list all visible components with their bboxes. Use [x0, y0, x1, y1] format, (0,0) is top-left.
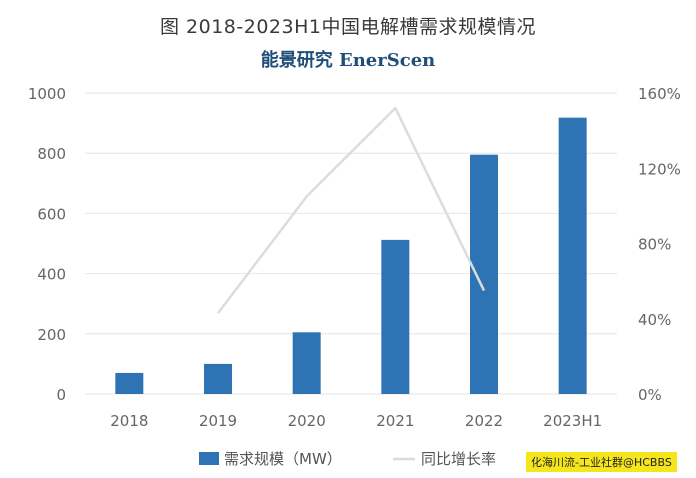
left-axis-ticks: 0 200 400 600 800 1000: [28, 85, 66, 404]
y-right-tick-label: 0%: [638, 386, 662, 404]
legend-bar-swatch: [199, 452, 219, 465]
brand-logo-text: 能景研究 EnerScen: [260, 50, 436, 71]
chart-title: 图 2018-2023H1中国电解槽需求规模情况: [160, 16, 536, 38]
y-right-tick-label: 160%: [638, 85, 681, 103]
y-left-tick-label: 600: [37, 205, 66, 223]
y-left-tick-label: 200: [37, 326, 66, 344]
y-right-tick-label: 120%: [638, 160, 681, 178]
legend: 需求规模（MW） 同比增长率: [199, 450, 496, 468]
x-tick-label: 2020: [288, 412, 326, 430]
y-right-tick-label: 40%: [638, 311, 671, 329]
x-tick-label: 2022: [465, 412, 503, 430]
bar: [292, 332, 321, 394]
x-tick-label: 2019: [199, 412, 237, 430]
y-left-tick-label: 1000: [28, 85, 66, 103]
legend-line-label: 同比增长率: [421, 450, 496, 468]
y-right-tick-label: 80%: [638, 236, 671, 254]
bar: [558, 117, 587, 394]
x-tick-label: 2018: [110, 412, 148, 430]
grid-lines: [85, 92, 617, 395]
x-axis-ticks: 2018 2019 2020 2021 2022 2023H1: [110, 412, 602, 430]
y-left-tick-label: 0: [56, 386, 66, 404]
growth-line: [217, 106, 486, 314]
growth-line-series: [217, 106, 486, 314]
right-axis-ticks: 0% 40% 80% 120% 160%: [638, 85, 681, 404]
bar: [470, 154, 498, 394]
bar: [204, 363, 232, 394]
bar: [381, 239, 410, 394]
watermark: 化海川流-工业社群@HCBBS: [526, 452, 677, 472]
legend-bar-label: 需求规模（MW）: [224, 450, 342, 468]
y-left-tick-label: 400: [37, 266, 66, 284]
x-tick-label: 2021: [376, 412, 414, 430]
x-tick-label: 2023H1: [543, 412, 602, 430]
bar-series: [115, 117, 587, 394]
bar: [115, 372, 144, 394]
y-left-tick-label: 800: [37, 145, 66, 163]
